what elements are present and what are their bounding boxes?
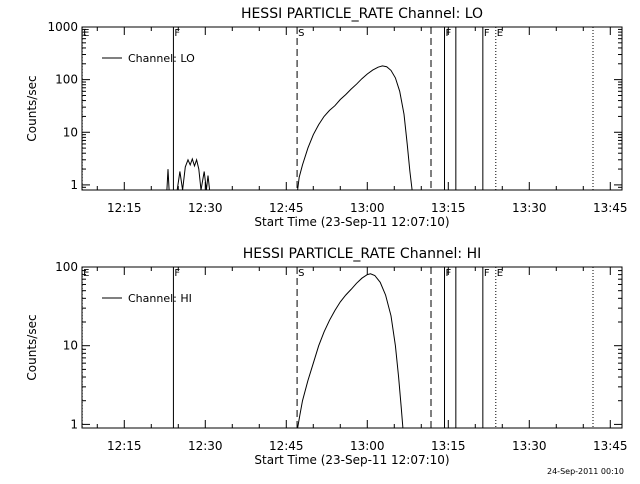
series-line-lo [166,169,170,191]
event-marker-label: E [497,268,503,279]
x-axis-label-lo: Start Time (23-Sep-11 12:07:10) [254,215,449,229]
event-marker-label: S [298,28,304,39]
x-tick-label: 12:15 [107,201,142,215]
event-marker-label: F [446,268,452,279]
y-tick-label: 1000 [47,20,78,34]
x-axis-label-hi: Start Time (23-Sep-11 12:07:10) [254,453,449,467]
y-tick-label: 100 [55,73,78,87]
chart-panel-lo: HESSI PARTICLE_RATE Channel: LO 12:15 12:3… [25,6,628,229]
footer-timestamp: 24-Sep-2011 00:10 [547,467,624,476]
y-axis-label-lo: Counts/sec [25,75,39,141]
x-tick-label: 13:15 [431,201,466,215]
event-marker-label: F [446,28,452,39]
event-marker-label: E [83,28,89,39]
series-line-hi [297,273,404,429]
x-tick-label: 12:30 [188,439,223,453]
x-tick-label: 13:30 [512,439,547,453]
series-line-lo [176,157,202,191]
x-tick-label: 13:00 [350,439,385,453]
plot-frame [81,266,623,429]
event-marker-label: F [484,28,490,39]
y-tick-label: 1 [70,178,78,192]
chart-title-lo: HESSI PARTICLE_RATE Channel: LO [241,6,483,22]
event-marker-label: F [174,268,180,279]
x-tick-label: 13:00 [350,201,385,215]
event-marker-label: E [83,268,89,279]
y-tick-label: 10 [63,339,78,353]
legend-entry-hi: Channel: HI [128,292,192,305]
y-axis-label-hi: Counts/sec [25,314,39,380]
x-tick-label: 12:30 [188,201,223,215]
x-tick-label: 12:15 [107,439,142,453]
event-marker-label: F [174,28,180,39]
x-tick-label: 12:45 [269,439,304,453]
x-tick-label: 12:45 [269,201,304,215]
x-tick-label: 13:15 [431,439,466,453]
legend-entry-lo: Channel: LO [128,52,195,65]
chart-title-hi: HESSI PARTICLE_RATE Channel: HI [243,246,481,262]
y-tick-label: 100 [55,260,78,274]
event-marker-label: F [484,268,490,279]
x-tick-label: 13:45 [593,439,628,453]
y-tick-label: 1 [70,417,78,431]
series-line-lo [200,171,211,191]
chart-panel-hi: HESSI PARTICLE_RATE Channel: HI 12:15 12:3… [25,246,628,467]
series-line-lo [297,65,413,191]
event-marker-label: S [298,268,304,279]
event-marker-label: E [497,28,503,39]
y-tick-label: 10 [63,125,78,139]
x-tick-label: 13:45 [593,201,628,215]
x-tick-label: 13:30 [512,201,547,215]
